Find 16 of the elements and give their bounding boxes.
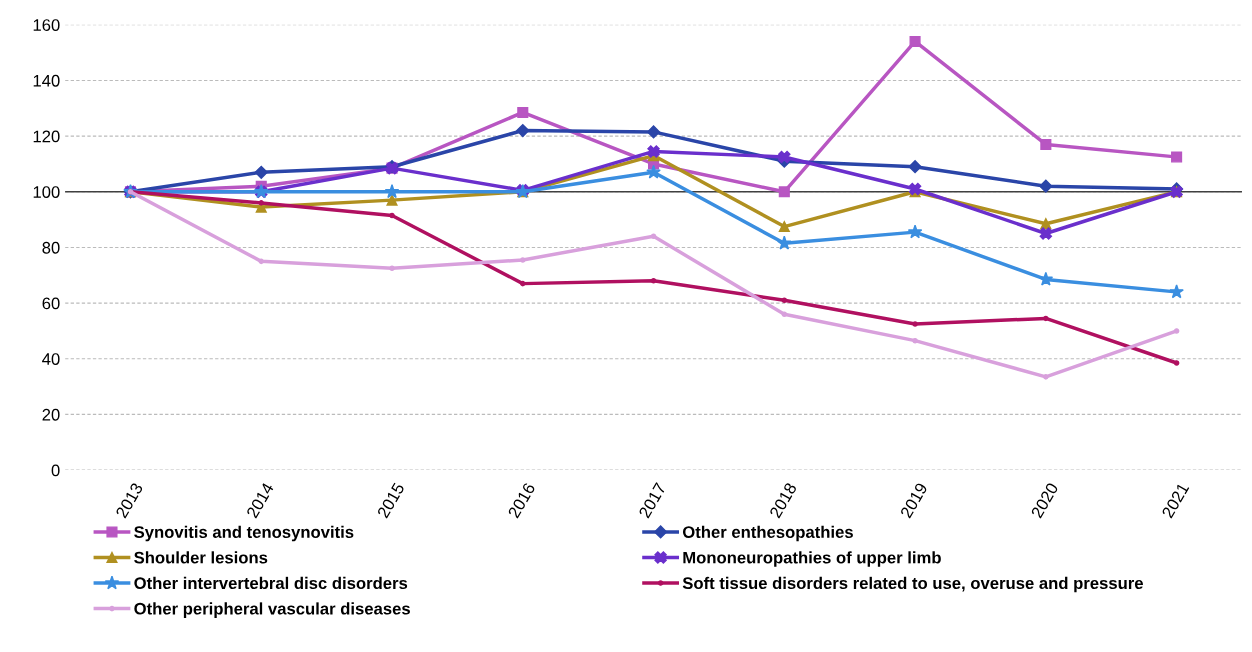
legend-label: Other peripheral vascular diseases	[134, 602, 410, 618]
legend-label: Mononeuropathies of upper limb	[683, 551, 941, 567]
legend-label: Synovitis and tenosynovitis	[134, 525, 354, 542]
y-tick-label: 80	[42, 241, 60, 254]
legend-label: Shoulder lesions	[134, 551, 268, 564]
y-tick-label: 40	[42, 353, 60, 365]
legend-label: Soft tissue disorders related to use, overuse and pressure	[682, 576, 1143, 593]
y-tick-label: 100	[33, 186, 60, 198]
legend-label: Other enthesopathies	[682, 525, 853, 542]
legend-label: Other intervertebral disc disorders	[134, 576, 408, 590]
y-tick-label: 120	[33, 130, 60, 143]
y-tick-label: 60	[42, 297, 60, 310]
y-tick-label: 160	[33, 19, 60, 31]
y-tick-label: 20	[42, 408, 60, 421]
y-tick-label: 0	[51, 464, 60, 477]
y-tick-label: 140	[33, 74, 60, 87]
